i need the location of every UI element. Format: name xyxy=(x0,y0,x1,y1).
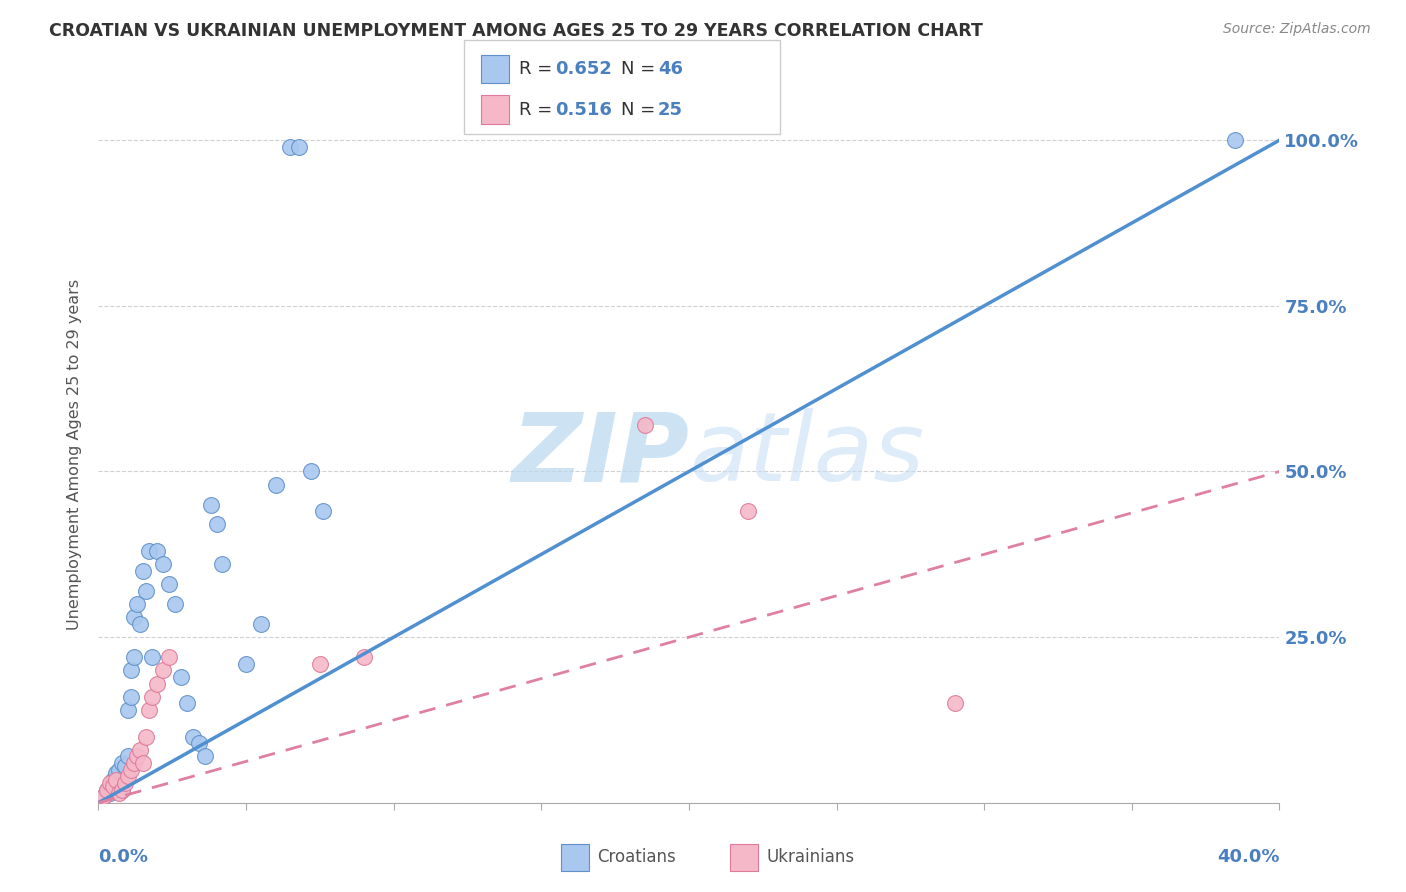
Point xyxy=(122,650,145,665)
Point xyxy=(120,690,142,704)
Text: ZIP: ZIP xyxy=(510,409,689,501)
Point xyxy=(943,697,966,711)
Point xyxy=(187,736,209,750)
Point xyxy=(98,786,121,800)
Point xyxy=(132,756,155,770)
Point xyxy=(312,504,335,518)
Point xyxy=(93,789,115,804)
Point xyxy=(141,650,163,665)
Point xyxy=(117,749,139,764)
Point xyxy=(117,703,139,717)
Point xyxy=(288,140,311,154)
Point xyxy=(132,564,155,578)
Text: atlas: atlas xyxy=(689,409,924,501)
Point xyxy=(111,782,134,797)
Point xyxy=(103,779,125,793)
Point xyxy=(108,763,131,777)
Point xyxy=(98,776,121,790)
Point xyxy=(135,583,157,598)
Text: 40.0%: 40.0% xyxy=(1218,848,1279,866)
Text: 0.652: 0.652 xyxy=(555,60,612,78)
Point xyxy=(309,657,332,671)
Text: Ukrainians: Ukrainians xyxy=(766,848,855,866)
Point xyxy=(211,558,233,572)
Point xyxy=(111,782,134,797)
Point xyxy=(105,766,128,780)
Point xyxy=(138,703,160,717)
Point xyxy=(135,730,157,744)
Point xyxy=(181,730,204,744)
Point xyxy=(250,616,273,631)
Point xyxy=(165,597,187,611)
Point xyxy=(125,749,148,764)
Point xyxy=(114,776,136,790)
Point xyxy=(122,610,145,624)
Point xyxy=(120,663,142,677)
Point xyxy=(170,670,193,684)
Point xyxy=(105,769,128,783)
Point xyxy=(120,763,142,777)
Point xyxy=(98,779,121,793)
Point xyxy=(128,743,150,757)
Text: N =: N = xyxy=(621,101,661,119)
Point xyxy=(152,663,174,677)
Text: N =: N = xyxy=(621,60,661,78)
Text: R =: R = xyxy=(519,60,558,78)
Point xyxy=(96,782,118,797)
Point xyxy=(105,772,128,787)
Text: Croatians: Croatians xyxy=(598,848,676,866)
Point xyxy=(278,140,302,154)
Point xyxy=(117,769,139,783)
Point xyxy=(200,498,222,512)
Point xyxy=(103,776,125,790)
Text: 0.0%: 0.0% xyxy=(98,848,149,866)
Text: 0.516: 0.516 xyxy=(555,101,612,119)
Text: CROATIAN VS UKRAINIAN UNEMPLOYMENT AMONG AGES 25 TO 29 YEARS CORRELATION CHART: CROATIAN VS UKRAINIAN UNEMPLOYMENT AMONG… xyxy=(49,22,983,40)
Point xyxy=(299,465,322,479)
Point xyxy=(108,786,131,800)
Point xyxy=(264,477,287,491)
Point xyxy=(176,697,198,711)
Point xyxy=(146,544,169,558)
Text: Source: ZipAtlas.com: Source: ZipAtlas.com xyxy=(1223,22,1371,37)
Point xyxy=(633,418,655,433)
Point xyxy=(146,676,169,690)
Point xyxy=(1223,133,1246,147)
Point xyxy=(96,782,118,797)
Point xyxy=(138,544,160,558)
Point xyxy=(235,657,257,671)
Point xyxy=(122,756,145,770)
Text: 25: 25 xyxy=(658,101,683,119)
Point xyxy=(353,650,375,665)
Point xyxy=(194,749,217,764)
Point xyxy=(114,759,136,773)
Point xyxy=(205,517,228,532)
Point xyxy=(737,504,759,518)
Point xyxy=(128,616,150,631)
Y-axis label: Unemployment Among Ages 25 to 29 years: Unemployment Among Ages 25 to 29 years xyxy=(67,279,83,631)
Point xyxy=(103,772,125,787)
Point xyxy=(152,558,174,572)
Point xyxy=(114,769,136,783)
Point xyxy=(157,577,180,591)
Point xyxy=(157,650,180,665)
Point xyxy=(125,597,148,611)
Point xyxy=(93,789,115,804)
Point xyxy=(141,690,163,704)
Point xyxy=(111,756,134,770)
Text: R =: R = xyxy=(519,101,558,119)
Text: 46: 46 xyxy=(658,60,683,78)
Point xyxy=(108,776,131,790)
